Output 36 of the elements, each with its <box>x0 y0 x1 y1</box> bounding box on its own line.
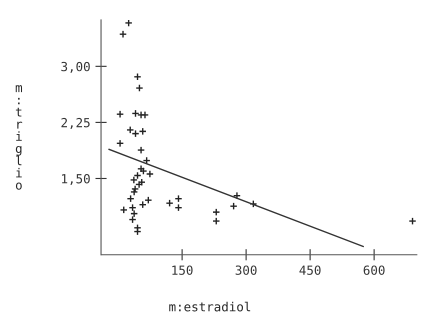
y-tick-label: 1,50 <box>62 174 90 186</box>
point <box>135 84 144 92</box>
point <box>174 204 182 212</box>
point <box>116 110 124 118</box>
x-tick-label: 150 <box>172 265 193 275</box>
point <box>174 194 182 203</box>
point <box>146 170 154 178</box>
point <box>132 109 140 118</box>
point <box>119 30 127 38</box>
point <box>120 206 128 214</box>
point <box>132 130 140 138</box>
y-tick-label: 3,00 <box>61 62 90 73</box>
point <box>134 72 142 81</box>
x-tick-label: 600 <box>364 265 385 275</box>
text: m:triglio <box>16 85 22 190</box>
x-tick-label: 450 <box>299 265 321 275</box>
point <box>126 126 134 134</box>
y-tick-label: 2,25 <box>61 118 90 129</box>
point <box>138 127 147 136</box>
x-axis-title: m:estradiol <box>169 302 250 312</box>
point <box>126 194 135 203</box>
point <box>141 110 149 119</box>
point <box>408 217 416 226</box>
point <box>212 217 220 226</box>
x-tick-label: 300 <box>236 265 257 275</box>
point <box>116 139 124 148</box>
point <box>124 20 133 27</box>
point <box>166 199 174 208</box>
point <box>128 204 137 212</box>
point <box>142 156 151 164</box>
point <box>232 192 241 200</box>
point <box>230 202 238 210</box>
point <box>249 200 258 208</box>
point <box>134 228 142 236</box>
point <box>137 146 146 154</box>
point <box>212 208 220 216</box>
